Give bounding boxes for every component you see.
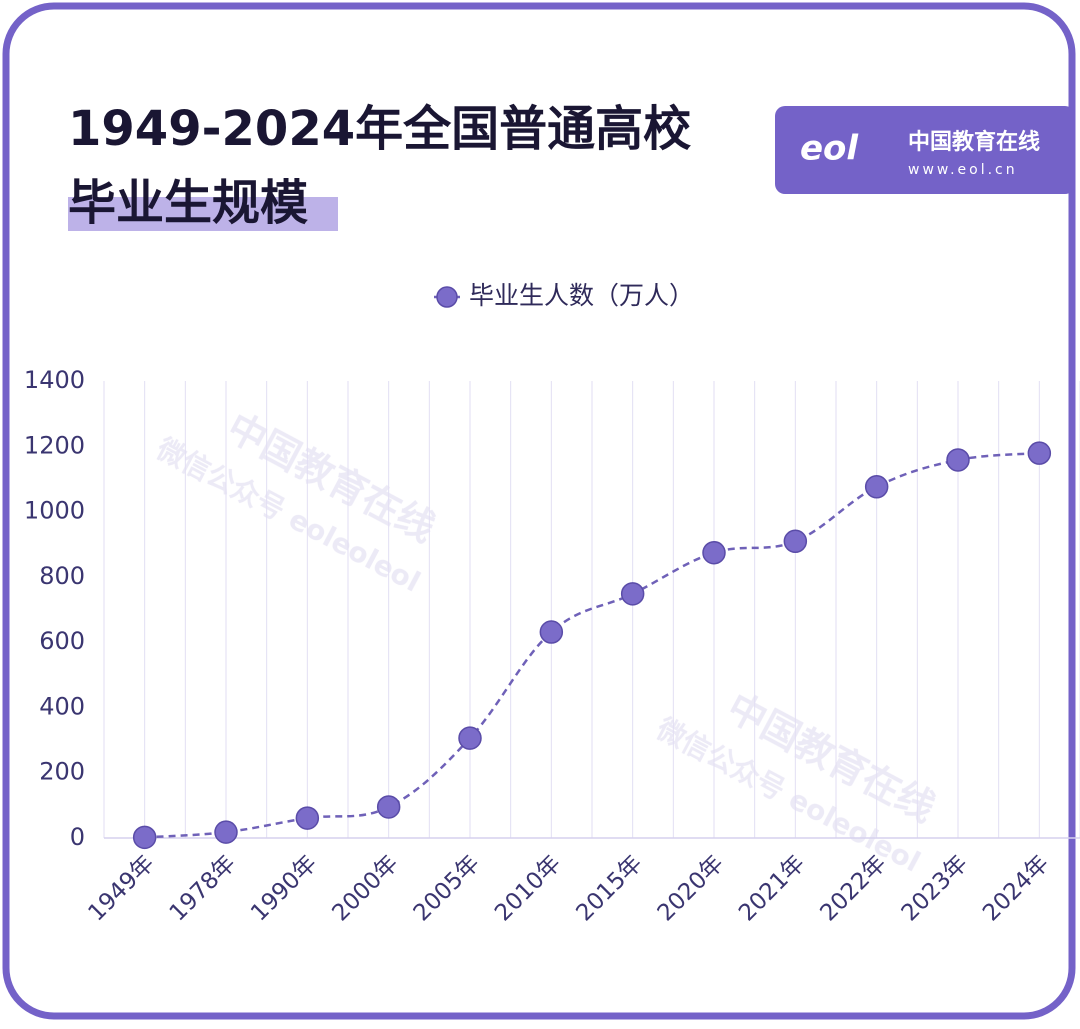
data-point — [702, 540, 726, 565]
data-point — [539, 620, 564, 644]
data-point — [946, 448, 970, 472]
data-point — [132, 825, 157, 850]
y-tick-label: 400 — [39, 692, 85, 720]
y-tick-label: 1400 — [24, 366, 85, 394]
brand-logo: eol — [800, 129, 859, 169]
data-point — [376, 795, 401, 819]
y-tick-label: 200 — [39, 758, 85, 786]
chart-title: 1949-2024年全国普通高校 — [68, 101, 691, 157]
brand-url: www.eol.cn — [908, 162, 1018, 178]
data-point — [783, 529, 808, 554]
data-point — [295, 806, 320, 830]
data-point — [458, 726, 482, 750]
legend-label: 毕业生人数（万人） — [469, 281, 694, 310]
brand-name: 中国教育在线 — [908, 129, 1040, 155]
y-tick-label: 600 — [39, 627, 85, 655]
data-point — [620, 582, 645, 606]
y-tick-label: 800 — [39, 562, 85, 590]
y-tick-label: 1200 — [24, 431, 85, 459]
data-point — [214, 820, 238, 844]
y-tick-label: 0 — [70, 823, 85, 851]
brand-box — [775, 106, 1075, 194]
legend-marker — [436, 286, 458, 308]
data-point — [864, 475, 889, 499]
title-highlight — [68, 197, 338, 231]
y-tick-label: 1000 — [24, 497, 85, 525]
data-point — [1027, 441, 1052, 465]
chart-title: 毕业生规模 — [68, 175, 308, 231]
